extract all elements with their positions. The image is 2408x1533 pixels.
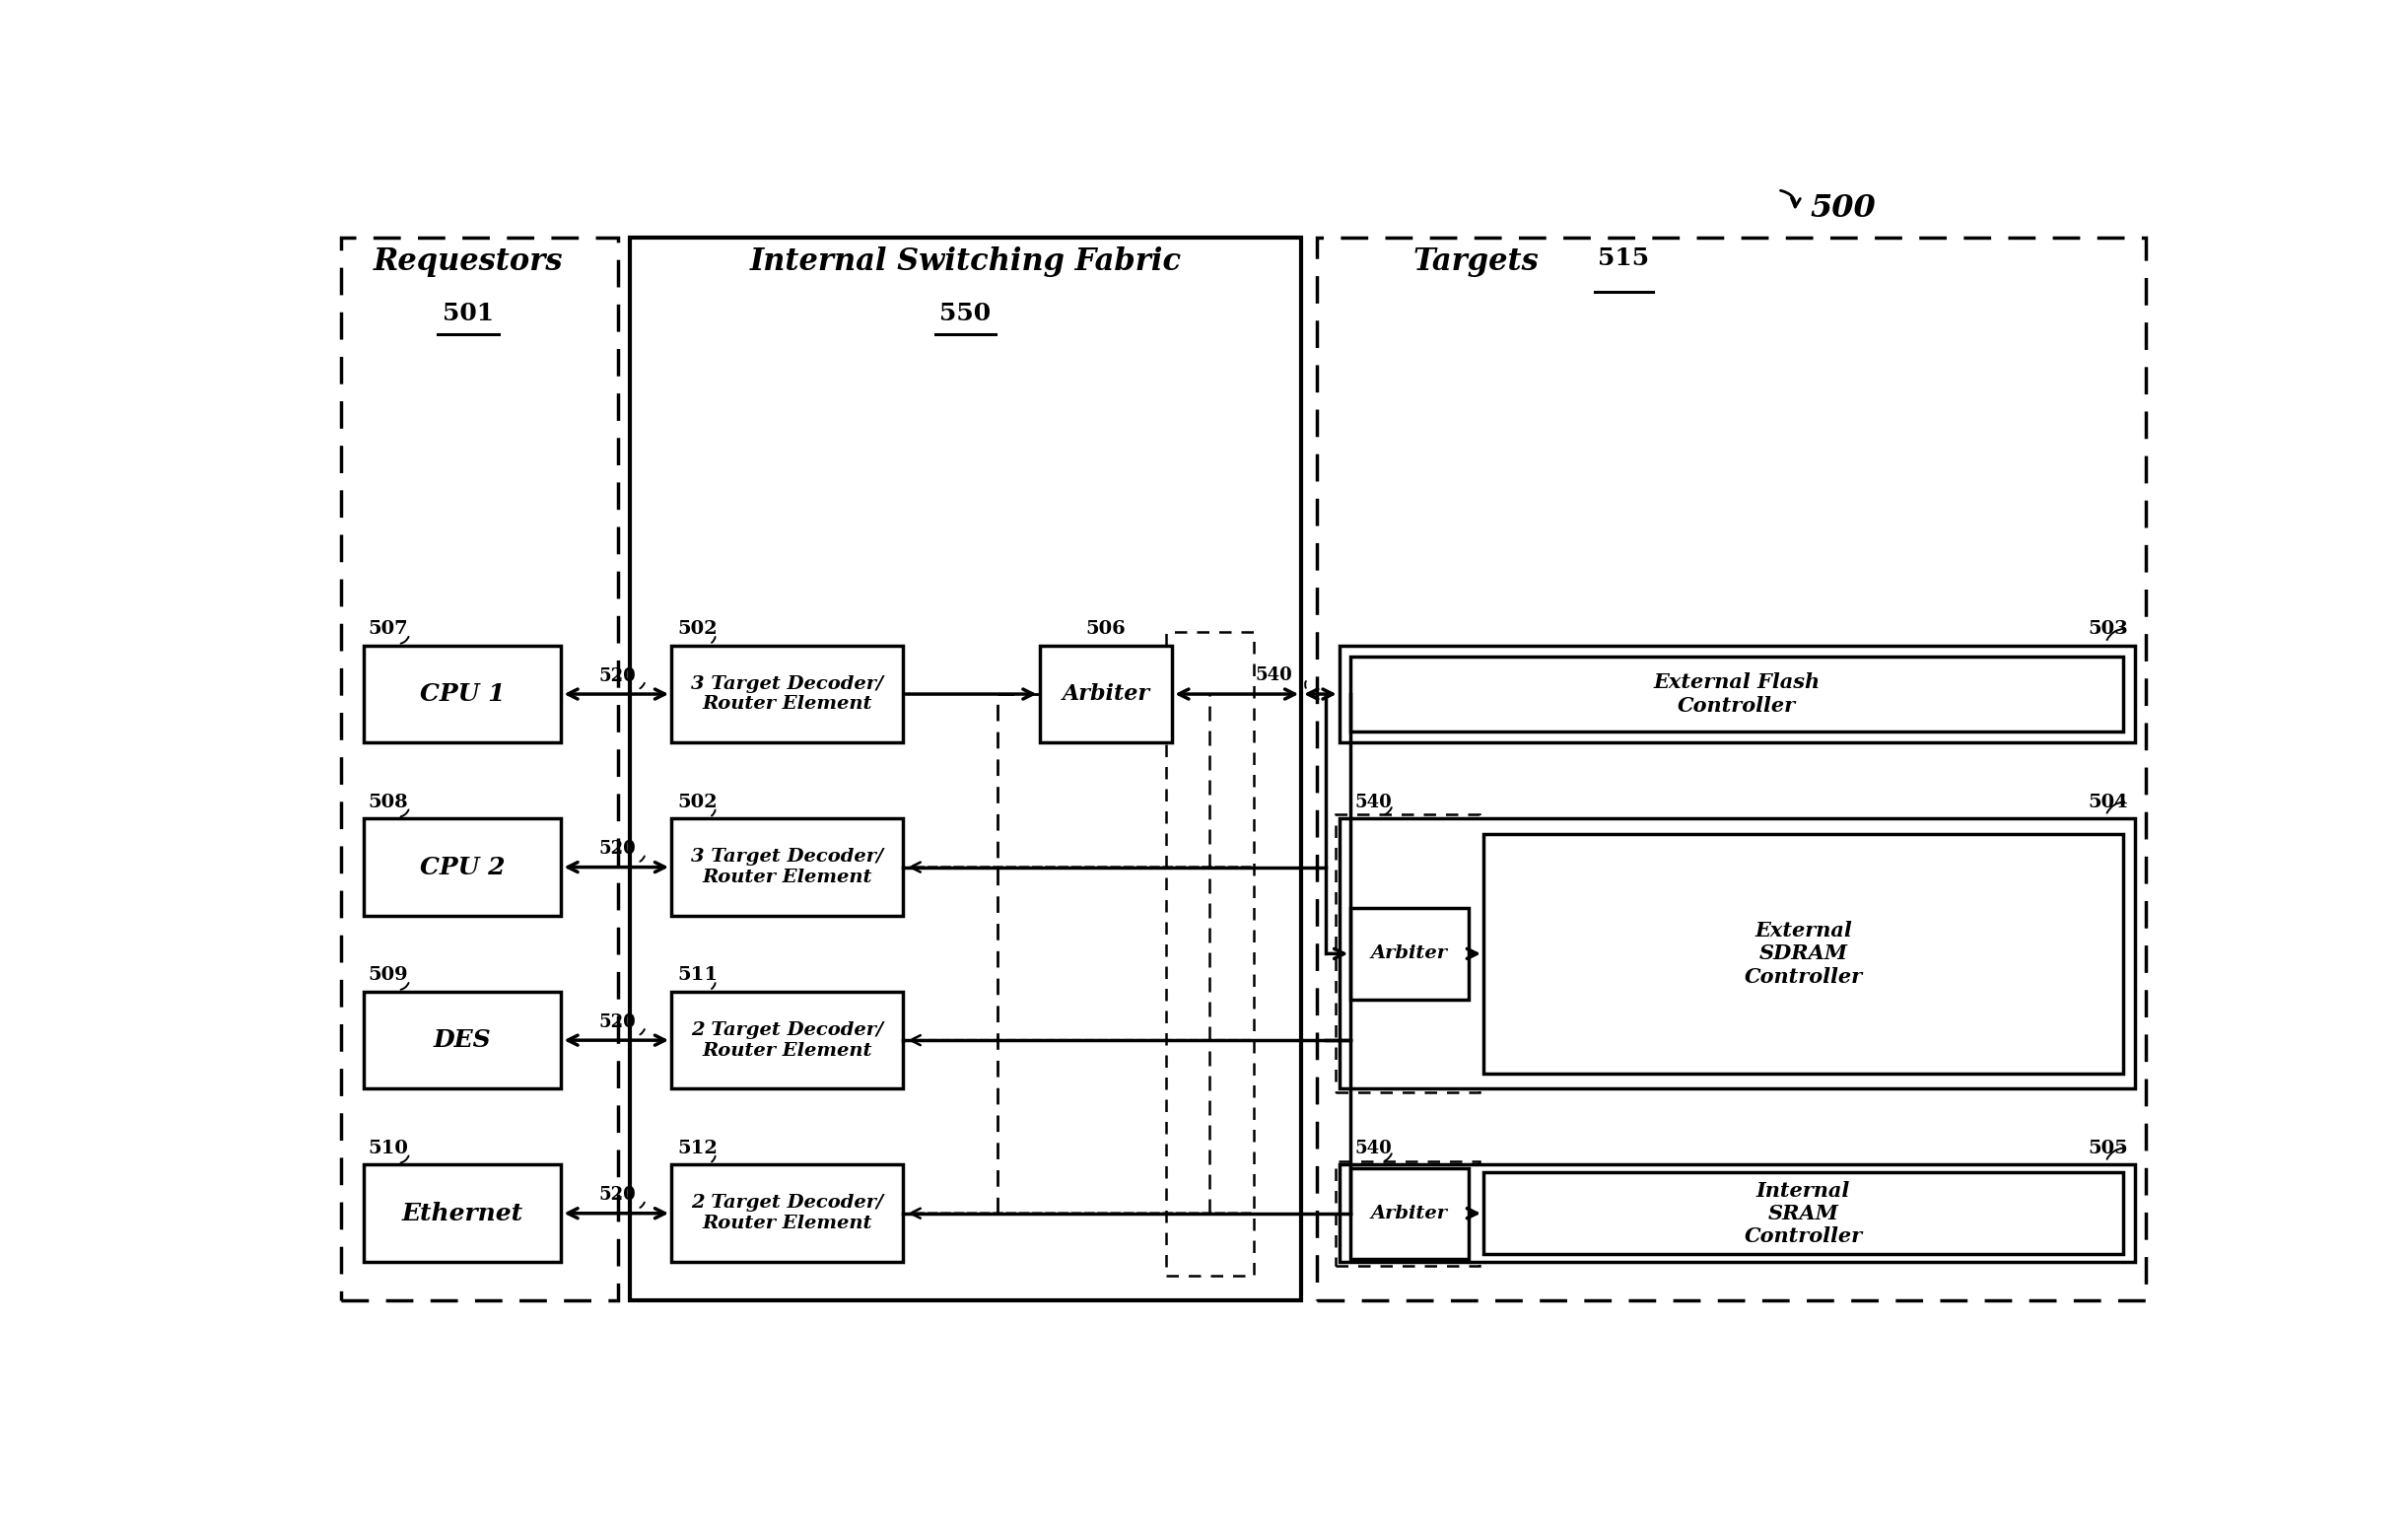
Text: 515: 515 bbox=[1599, 247, 1649, 270]
Text: 520: 520 bbox=[600, 1187, 636, 1205]
Bar bbox=[364, 992, 561, 1088]
Text: CPU 1: CPU 1 bbox=[419, 682, 506, 705]
Text: 520: 520 bbox=[600, 840, 636, 858]
Bar bbox=[672, 645, 903, 742]
Text: 507: 507 bbox=[368, 621, 407, 638]
Text: 504: 504 bbox=[2088, 793, 2129, 811]
Bar bbox=[1351, 1168, 1469, 1259]
Text: 509: 509 bbox=[368, 966, 407, 984]
Text: Arbiter: Arbiter bbox=[1370, 944, 1447, 963]
Text: 501: 501 bbox=[443, 302, 494, 325]
Bar bbox=[1483, 1173, 2124, 1254]
Text: External Flash
Controller: External Flash Controller bbox=[1654, 673, 1820, 716]
Text: 3 Target Decoder/
Router Element: 3 Target Decoder/ Router Element bbox=[691, 675, 884, 713]
Text: 2 Target Decoder/
Router Element: 2 Target Decoder/ Router Element bbox=[691, 1021, 884, 1059]
Bar bbox=[628, 238, 1300, 1300]
Text: Targets: Targets bbox=[1413, 247, 1539, 277]
Text: 540: 540 bbox=[1353, 1139, 1392, 1157]
Text: DES: DES bbox=[433, 1029, 491, 1052]
Text: Arbiter: Arbiter bbox=[1370, 1205, 1447, 1222]
Bar bbox=[1483, 834, 2124, 1073]
Text: 503: 503 bbox=[2088, 621, 2129, 638]
Bar bbox=[1165, 632, 1255, 1275]
Bar bbox=[672, 992, 903, 1088]
Bar bbox=[1317, 238, 2146, 1300]
Bar bbox=[672, 1165, 903, 1262]
Text: 505: 505 bbox=[2088, 1139, 2129, 1157]
Bar bbox=[672, 819, 903, 915]
Text: Ethernet: Ethernet bbox=[402, 1202, 523, 1225]
Bar bbox=[1339, 645, 2133, 742]
Text: CPU 2: CPU 2 bbox=[419, 855, 506, 878]
Text: 502: 502 bbox=[677, 621, 718, 638]
Bar bbox=[364, 819, 561, 915]
Bar bbox=[364, 1165, 561, 1262]
Text: 512: 512 bbox=[677, 1139, 718, 1157]
Text: Internal Switching Fabric: Internal Switching Fabric bbox=[749, 247, 1182, 277]
Bar bbox=[364, 645, 561, 742]
Text: Internal
SRAM
Controller: Internal SRAM Controller bbox=[1743, 1180, 1861, 1246]
Text: 550: 550 bbox=[939, 302, 992, 325]
Text: External
SDRAM
Controller: External SDRAM Controller bbox=[1743, 921, 1861, 986]
Text: 520: 520 bbox=[600, 667, 636, 685]
Text: Requestors: Requestors bbox=[373, 247, 563, 277]
Text: 540: 540 bbox=[1255, 667, 1293, 684]
Text: 500: 500 bbox=[1811, 193, 1876, 224]
Bar bbox=[1040, 645, 1173, 742]
Text: 511: 511 bbox=[677, 966, 718, 984]
Text: 2 Target Decoder/
Router Element: 2 Target Decoder/ Router Element bbox=[691, 1194, 884, 1233]
Bar bbox=[1339, 819, 2133, 1088]
Text: 540: 540 bbox=[1353, 793, 1392, 811]
Bar bbox=[1351, 656, 2124, 731]
Text: Arbiter: Arbiter bbox=[1062, 684, 1149, 705]
Text: 510: 510 bbox=[368, 1139, 407, 1157]
Text: 508: 508 bbox=[368, 793, 407, 811]
Text: 3 Target Decoder/
Router Element: 3 Target Decoder/ Router Element bbox=[691, 848, 884, 886]
Bar bbox=[1336, 814, 1479, 1093]
Text: 506: 506 bbox=[1086, 621, 1127, 638]
Bar bbox=[1336, 1160, 1479, 1266]
Text: 520: 520 bbox=[600, 1013, 636, 1032]
Text: 502: 502 bbox=[677, 793, 718, 811]
Bar bbox=[1351, 908, 1469, 1000]
Bar bbox=[1339, 1165, 2133, 1262]
Bar bbox=[342, 238, 619, 1300]
